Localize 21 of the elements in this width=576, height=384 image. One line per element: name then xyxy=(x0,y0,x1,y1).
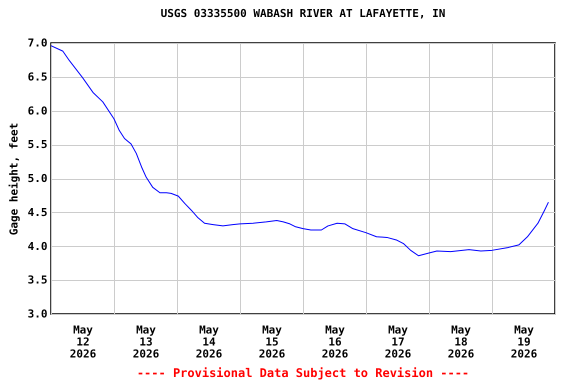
x-tick-label: May 17 2026 xyxy=(384,324,412,360)
y-tick-label: 5.5 xyxy=(28,138,48,152)
y-tick-label: 4.0 xyxy=(28,240,48,253)
y-tick-label: 6.0 xyxy=(28,104,48,118)
y-tick-label: 3.0 xyxy=(28,308,48,320)
x-tick-label: May 13 2026 xyxy=(132,324,160,360)
x-tick-label: May 16 2026 xyxy=(322,324,349,360)
y-tick-label: 4.5 xyxy=(28,206,48,219)
chart-title: USGS 03335500 WABASH RIVER AT LAFAYETTE, IN xyxy=(160,7,446,20)
y-tick-label: 5.0 xyxy=(28,172,48,185)
x-tick-label: May 12 2026 xyxy=(70,324,97,360)
x-tick-label: May 14 2026 xyxy=(196,324,223,360)
x-tick-label: May 18 2026 xyxy=(448,324,475,360)
text: ---- Provisional Data Subject to Revision ---- xyxy=(136,366,470,380)
y-axis-title: Gage height, feet xyxy=(8,122,21,236)
x-tick-label: May 15 2026 xyxy=(258,324,286,360)
y-tick-label: 3.5 xyxy=(28,274,48,287)
line-series xyxy=(51,45,549,256)
x-tick-label: May 19 2026 xyxy=(510,324,538,360)
y-tick-label: 7.0 xyxy=(28,36,48,50)
y-tick-label: 6.5 xyxy=(28,70,48,84)
